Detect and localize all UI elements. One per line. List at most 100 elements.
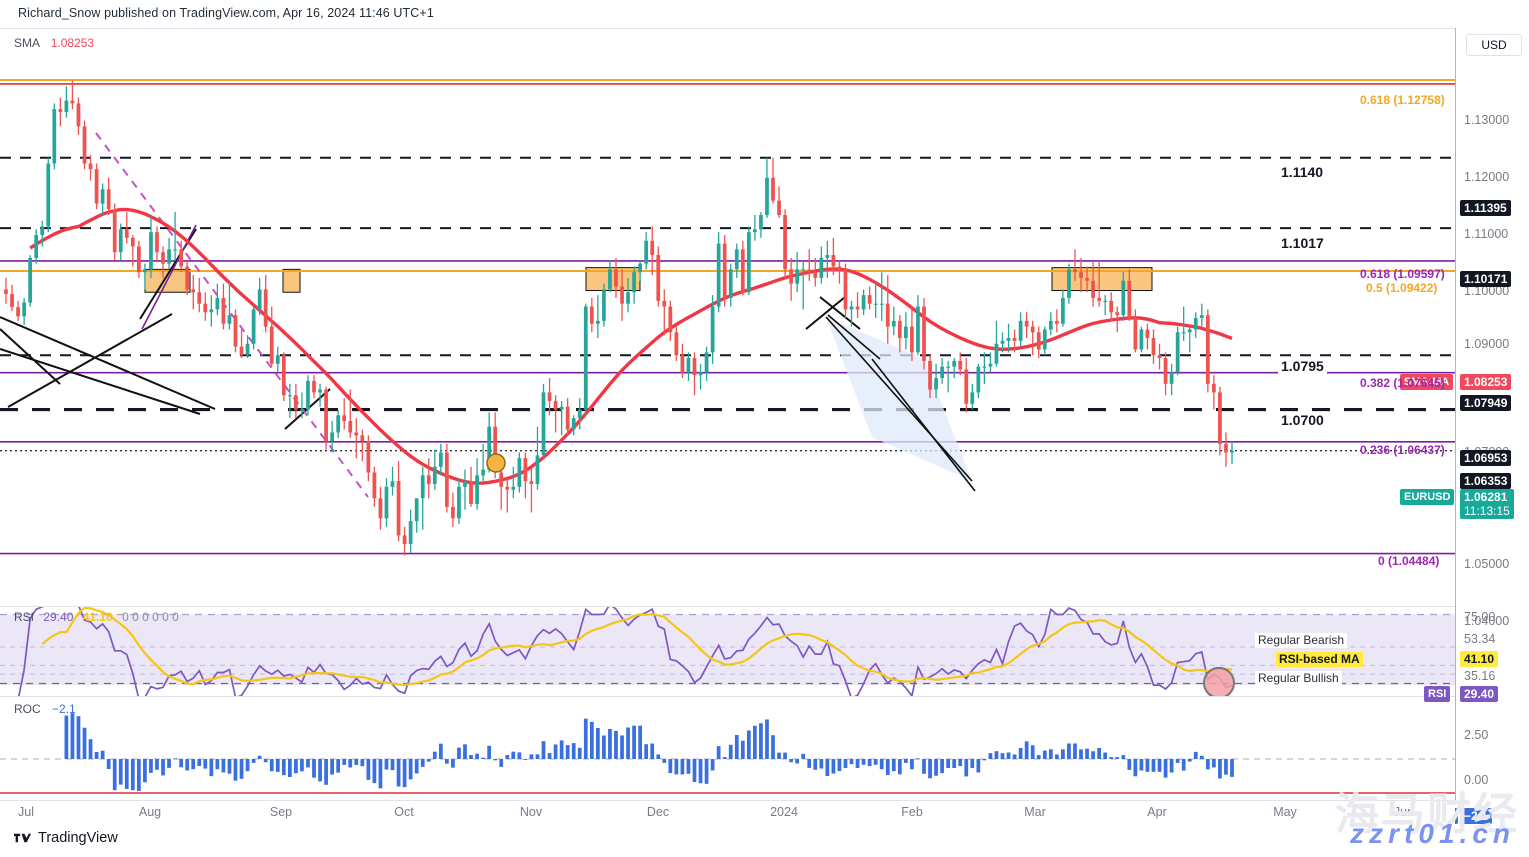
roc-bar — [734, 735, 739, 759]
candle-body — [475, 475, 479, 504]
candle-body — [28, 257, 33, 303]
price-axis-badge[interactable]: 1.11395 — [1460, 200, 1511, 216]
candle-body — [1000, 340, 1005, 344]
candle-body — [547, 392, 552, 401]
roc-bar — [173, 758, 177, 760]
candle-body — [203, 303, 208, 313]
candle-body — [1205, 315, 1210, 384]
roc-bar — [287, 759, 292, 778]
roc-bar — [1193, 751, 1198, 759]
publication-header: Richard_Snow published on TradingView.co… — [18, 6, 434, 20]
roc-bar — [149, 759, 153, 773]
roc-bar — [1030, 745, 1035, 759]
roc-legend[interactable]: ROC −2.1 — [14, 702, 76, 716]
candle-body — [831, 255, 836, 267]
roc-bar — [728, 744, 733, 759]
price-axis-tick: 1.11000 — [1464, 227, 1509, 241]
price-axis-badge[interactable]: 1.07949 — [1460, 395, 1512, 411]
roc-bar — [976, 759, 981, 773]
roc-pane[interactable]: ROC −2.1 — [0, 697, 1455, 801]
candle-body — [1115, 312, 1120, 316]
roc-bar — [475, 753, 479, 759]
roc-bar — [396, 759, 401, 787]
candle-body — [306, 380, 310, 410]
trendline — [819, 296, 861, 330]
currency-pill[interactable]: USD — [1466, 34, 1522, 56]
candle-body — [783, 214, 787, 270]
candle-body — [155, 232, 159, 253]
candle-body — [1212, 383, 1216, 393]
roc-bar — [1061, 749, 1065, 759]
roc-bar — [1175, 759, 1180, 763]
roc-bar — [112, 759, 117, 791]
roc-bar — [1073, 743, 1077, 759]
candle-body — [1230, 450, 1234, 453]
candle-body — [1091, 280, 1095, 298]
price-axis-badge-value: 1.06953 — [1464, 451, 1508, 465]
sma-legend-value: 1.08253 — [50, 36, 95, 50]
price-legend[interactable]: SMA 1.08253 — [14, 36, 94, 50]
candle-body — [1109, 300, 1114, 313]
candle-body — [161, 252, 165, 264]
rsi-axis-badge[interactable]: 29.40 — [1460, 686, 1499, 702]
roc-bar — [698, 759, 703, 784]
candle-body — [517, 458, 522, 487]
candle-body — [1054, 320, 1059, 324]
candle-body — [994, 343, 999, 364]
roc-bar — [922, 759, 926, 774]
roc-bar — [82, 727, 87, 759]
roc-bar — [118, 759, 123, 785]
candle-body — [1224, 443, 1228, 453]
rsi-pane[interactable]: RSI 29.40 41.10 0 0 0 0 0 0 Regular Bear… — [0, 607, 1455, 697]
roc-bar — [783, 752, 787, 759]
roc-bar — [1139, 759, 1144, 771]
rsi-legend-extras: 0 0 0 0 0 0 — [122, 610, 179, 624]
candle-body — [505, 486, 510, 490]
tradingview-footer[interactable]: TradingView — [14, 830, 118, 846]
price-axis-badge[interactable]: 1.06953 — [1460, 450, 1512, 466]
candle-body — [136, 246, 141, 273]
candle-body — [1006, 338, 1011, 341]
candle-body — [843, 269, 848, 310]
price-axis-badge[interactable]: 1.08253 — [1460, 374, 1512, 390]
price-pane[interactable]: SMA 1.08253 1.1140 1.1017 1.0795 1.0700 0.6… — [0, 29, 1455, 607]
price-axis-badge-value: 1.10171 — [1464, 272, 1508, 286]
price-axis-badge-value: 1.06353 — [1464, 474, 1508, 488]
candle-body — [1048, 320, 1053, 330]
roc-bar — [1212, 759, 1216, 768]
candle-body — [964, 369, 969, 404]
candle-body — [281, 355, 286, 396]
price-axis-badge[interactable]: 1.06281 11:13:15 — [1460, 489, 1514, 519]
rsi-legend[interactable]: RSI 29.40 41.10 0 0 0 0 0 0 — [14, 610, 179, 624]
roc-bar — [583, 718, 588, 759]
roc-bar — [469, 755, 473, 759]
roc-bar — [1042, 750, 1047, 759]
price-axis-badge[interactable]: 1.10171 — [1460, 271, 1512, 287]
roc-bar — [602, 735, 606, 759]
candle-body — [807, 269, 812, 273]
roc-bar — [136, 759, 141, 791]
roc-bar — [1097, 747, 1102, 759]
candle-body — [734, 249, 739, 270]
roc-bar — [161, 759, 165, 776]
roc-bar — [179, 759, 184, 768]
candle-body — [541, 392, 546, 456]
roc-bar — [1109, 757, 1114, 759]
rsi-legend-value: 29.40 — [43, 610, 74, 624]
price-axis[interactable]: USD 1.13000 1.12000 1.11000 1.10000 1.09000 1… — [1400, 28, 1529, 824]
time-axis-tick: Feb — [901, 805, 923, 819]
trendline — [7, 313, 173, 408]
price-axis-badge[interactable]: 1.06353 — [1460, 473, 1512, 489]
roc-bar — [420, 759, 425, 767]
candle-body — [124, 229, 129, 238]
roc-bar — [511, 751, 516, 759]
time-axis[interactable]: Jul Aug Sep Oct Nov Dec 2024 Feb Mar Apr May Jun — [0, 800, 1455, 827]
candle-body — [318, 389, 322, 393]
roc-bar — [106, 759, 111, 770]
roc-bar — [831, 759, 836, 774]
rsi-plot — [0, 607, 1455, 696]
roc-bar — [535, 754, 540, 759]
roc-bar — [1054, 754, 1059, 759]
candle-body — [722, 243, 727, 298]
roc-axis-badge[interactable]: −2.1 — [1460, 808, 1492, 824]
